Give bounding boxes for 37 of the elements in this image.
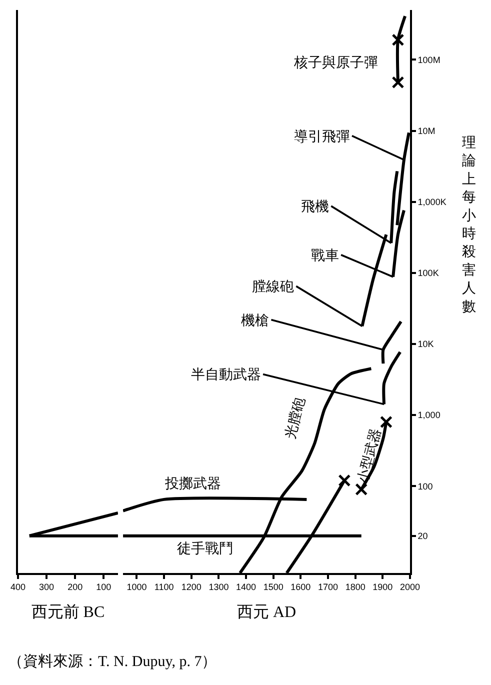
text: （資料來源：T. N. Dupuy, p. 7） bbox=[8, 653, 217, 670]
x-tick-label: 1600 bbox=[290, 582, 311, 592]
x-tick-label: 1800 bbox=[345, 582, 366, 592]
x-tick-label: 1000 bbox=[126, 582, 147, 592]
text: 戰車 bbox=[311, 247, 339, 263]
x-tick-label: 1400 bbox=[236, 582, 256, 592]
x-tick-label: 200 bbox=[68, 582, 83, 592]
series-label: 徒手戰鬥 bbox=[177, 540, 233, 556]
y-tick-label: 1,000K bbox=[418, 196, 446, 207]
text: 半自動武器 bbox=[191, 366, 261, 382]
text: 飛機 bbox=[301, 198, 329, 214]
y-tick-label: 10M bbox=[418, 126, 436, 136]
x-tick-label: 400 bbox=[10, 582, 26, 592]
x-tick-label: 1700 bbox=[318, 582, 338, 592]
x-tick-label: 2000 bbox=[400, 582, 420, 592]
x-tick-label: 300 bbox=[39, 582, 54, 592]
series-label: 核子與原子彈 bbox=[293, 54, 378, 70]
text: 機槍 bbox=[241, 312, 269, 328]
x-tick-label: 1200 bbox=[181, 582, 202, 592]
x-axis-title: 西元前 BC bbox=[31, 603, 105, 621]
text: 光膛砲 bbox=[281, 396, 308, 440]
y-tick-label: 20 bbox=[418, 530, 428, 541]
y-tick-label: 100M bbox=[418, 54, 440, 65]
x-tick-label: 100 bbox=[96, 582, 112, 592]
text: 理論上每小時殺害人數 bbox=[462, 134, 476, 314]
y-tick-label: 1,000 bbox=[418, 410, 440, 420]
x-axis-title: 西元 AD bbox=[236, 604, 296, 621]
x-tick-label: 1500 bbox=[263, 582, 284, 592]
text: 導引飛彈 bbox=[294, 128, 350, 144]
y-tick-label: 100K bbox=[418, 268, 439, 278]
y-tick-label: 10K bbox=[418, 339, 434, 350]
x-tick-label: 1300 bbox=[208, 582, 229, 592]
x-tick-label: 1100 bbox=[154, 582, 174, 592]
series-label: 投擲武器 bbox=[164, 475, 221, 491]
y-tick-label: 100 bbox=[418, 481, 433, 492]
x-tick-label: 1900 bbox=[372, 582, 393, 592]
text: 膛線砲 bbox=[252, 278, 294, 294]
